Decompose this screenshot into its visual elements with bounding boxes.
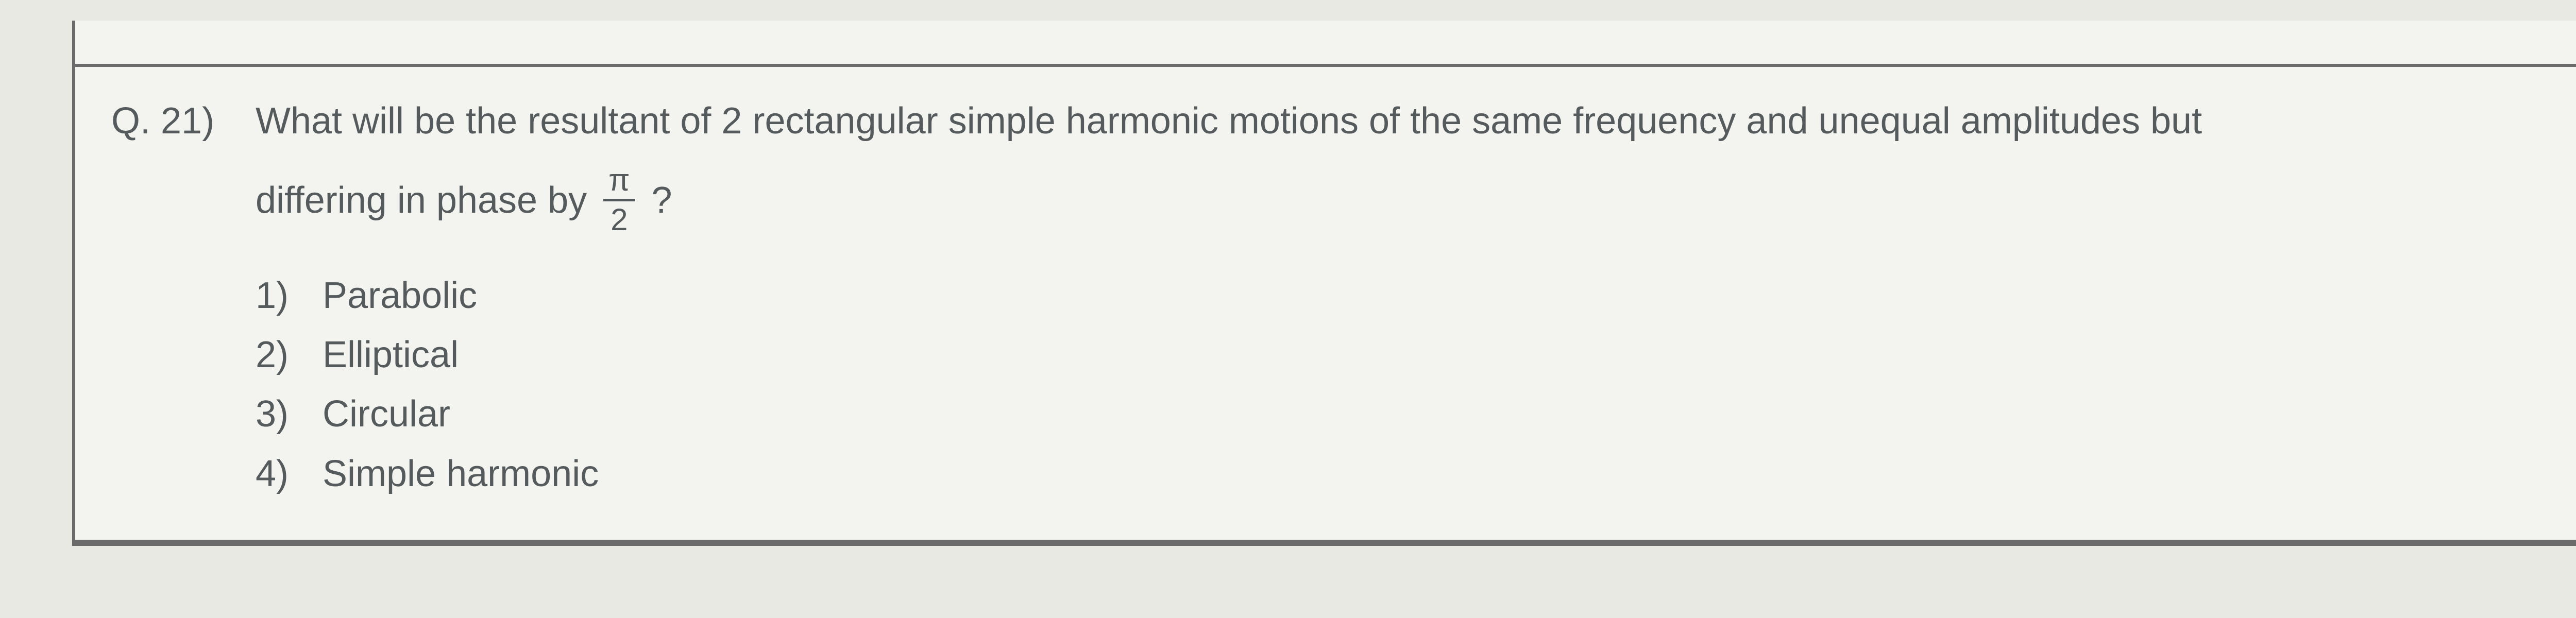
options-list: 1) Parabolic 2) Elliptical 3) Circular 4… (256, 266, 2576, 504)
fraction-numerator: π (603, 165, 635, 201)
fraction-denominator: 2 (605, 201, 633, 235)
question-text-line1: What will be the resultant of 2 rectangu… (256, 98, 2576, 144)
question-box: Q. 21) What will be the resultant of 2 r… (72, 67, 2576, 543)
option-1-number: 1) (256, 266, 302, 325)
option-4[interactable]: 4) Simple harmonic (256, 444, 2576, 504)
option-1[interactable]: 1) Parabolic (256, 266, 2576, 325)
option-2-text: Elliptical (323, 325, 459, 385)
top-separator-cell (72, 21, 2576, 67)
option-3-text: Circular (323, 385, 450, 444)
option-1-text: Parabolic (323, 266, 477, 325)
option-3[interactable]: 3) Circular (256, 385, 2576, 444)
bottom-rule (72, 543, 2576, 546)
question-line2-prefix: differing in phase by (256, 177, 587, 224)
page: Q. 21) What will be the resultant of 2 r… (0, 0, 2576, 618)
option-2-number: 2) (256, 325, 302, 385)
option-2[interactable]: 2) Elliptical (256, 325, 2576, 385)
option-4-text: Simple harmonic (323, 444, 599, 504)
option-4-number: 4) (256, 444, 302, 504)
fraction-pi-over-2: π 2 (603, 165, 635, 235)
question-header-row: Q. 21) What will be the resultant of 2 r… (111, 98, 2576, 144)
question-text-line2: differing in phase by π 2 ? (256, 165, 2576, 235)
question-number: Q. 21) (111, 98, 256, 144)
question-line2-suffix: ? (652, 177, 672, 224)
option-3-number: 3) (256, 385, 302, 444)
